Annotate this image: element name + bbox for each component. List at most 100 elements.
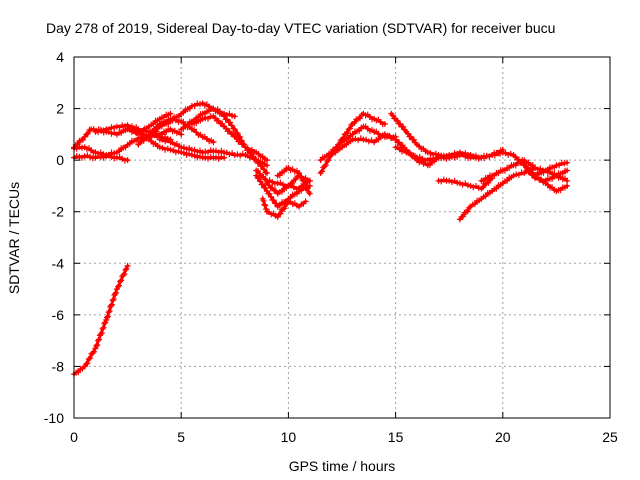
data-marker xyxy=(345,126,352,133)
data-point xyxy=(231,113,238,120)
data-marker xyxy=(172,149,179,156)
data-marker xyxy=(93,343,100,349)
data-marker xyxy=(343,141,350,148)
data-marker xyxy=(340,135,347,142)
data-marker xyxy=(101,320,108,327)
data-marker xyxy=(73,153,80,159)
y-tick-label: 4 xyxy=(56,49,64,65)
data-point xyxy=(499,149,506,156)
data-marker xyxy=(348,121,355,128)
data-marker xyxy=(321,163,328,170)
data-marker xyxy=(226,151,233,158)
data-marker xyxy=(121,271,128,277)
data-marker xyxy=(112,290,119,297)
data-marker xyxy=(304,185,311,192)
axis-ticks xyxy=(73,56,611,419)
data-marker xyxy=(262,202,269,209)
data-marker xyxy=(482,193,489,200)
data-point xyxy=(564,159,571,166)
data-marker xyxy=(100,127,107,134)
data-marker xyxy=(194,154,201,161)
data-marker xyxy=(485,179,492,186)
data-marker xyxy=(507,150,514,157)
data-marker xyxy=(281,205,288,212)
series-arc-15 xyxy=(274,164,313,197)
data-marker xyxy=(440,176,447,183)
data-point xyxy=(467,182,474,189)
data-marker xyxy=(186,150,193,157)
data-marker xyxy=(104,313,111,320)
data-marker xyxy=(255,175,262,182)
x-tick-label: 5 xyxy=(177,429,185,445)
data-marker xyxy=(473,154,479,161)
y-tick-label: -6 xyxy=(52,307,65,323)
data-point xyxy=(564,167,571,174)
series-arc-16 xyxy=(264,172,313,197)
data-point xyxy=(564,182,571,189)
data-marker xyxy=(110,296,117,303)
data-marker xyxy=(147,132,154,139)
data-marker xyxy=(104,314,110,321)
data-marker xyxy=(459,181,466,188)
series-arc-10 xyxy=(178,105,270,176)
data-marker xyxy=(464,208,471,215)
data-point xyxy=(92,149,99,156)
data-point xyxy=(302,198,309,205)
data-marker xyxy=(356,115,363,122)
data-point xyxy=(564,177,571,184)
data-marker xyxy=(276,202,283,209)
data-marker xyxy=(150,121,157,128)
data-point xyxy=(435,154,442,161)
data-marker xyxy=(239,150,246,157)
data-point xyxy=(456,180,463,187)
data-point xyxy=(446,177,453,184)
data-marker xyxy=(460,213,466,220)
data-marker xyxy=(108,130,115,137)
data-point xyxy=(199,115,206,122)
data-marker xyxy=(480,184,487,191)
data-marker xyxy=(213,154,219,161)
data-point xyxy=(210,139,217,146)
data-marker xyxy=(202,148,209,155)
data-marker xyxy=(109,297,116,304)
series-arc-28 xyxy=(532,159,571,179)
data-marker xyxy=(162,146,169,153)
data-marker xyxy=(448,179,455,185)
data-marker xyxy=(234,130,241,137)
data-marker xyxy=(234,151,241,158)
data-marker xyxy=(108,302,115,309)
data-marker xyxy=(493,185,500,192)
data-point xyxy=(264,157,270,164)
data-marker xyxy=(277,210,284,217)
data-point xyxy=(178,131,185,138)
data-marker xyxy=(375,136,382,143)
series-arc-01 xyxy=(71,262,131,378)
data-marker xyxy=(89,349,96,356)
chart-title: Day 278 of 2019, Sidereal Day-to-day VTE… xyxy=(46,20,555,36)
data-marker xyxy=(259,163,266,170)
data-marker xyxy=(471,201,478,208)
series-arc-22 xyxy=(392,144,506,164)
series-arc-18 xyxy=(317,110,388,176)
y-tick-label: -10 xyxy=(44,410,64,426)
data-marker xyxy=(207,147,214,154)
data-marker xyxy=(504,177,511,184)
data-marker xyxy=(322,162,329,169)
data-marker xyxy=(292,176,299,183)
data-marker xyxy=(260,197,267,204)
plot-frame xyxy=(73,56,611,419)
data-marker xyxy=(164,145,171,152)
series-arc-11 xyxy=(188,113,270,164)
data-marker xyxy=(229,112,236,119)
data-marker xyxy=(91,348,98,355)
data-marker xyxy=(87,355,94,361)
x-tick-label: 25 xyxy=(602,429,618,445)
data-marker xyxy=(324,158,331,165)
data-marker xyxy=(432,150,439,157)
data-marker xyxy=(404,130,411,137)
data-marker xyxy=(99,325,106,332)
data-marker xyxy=(332,149,339,156)
data-marker xyxy=(98,330,105,336)
data-marker xyxy=(276,172,283,179)
